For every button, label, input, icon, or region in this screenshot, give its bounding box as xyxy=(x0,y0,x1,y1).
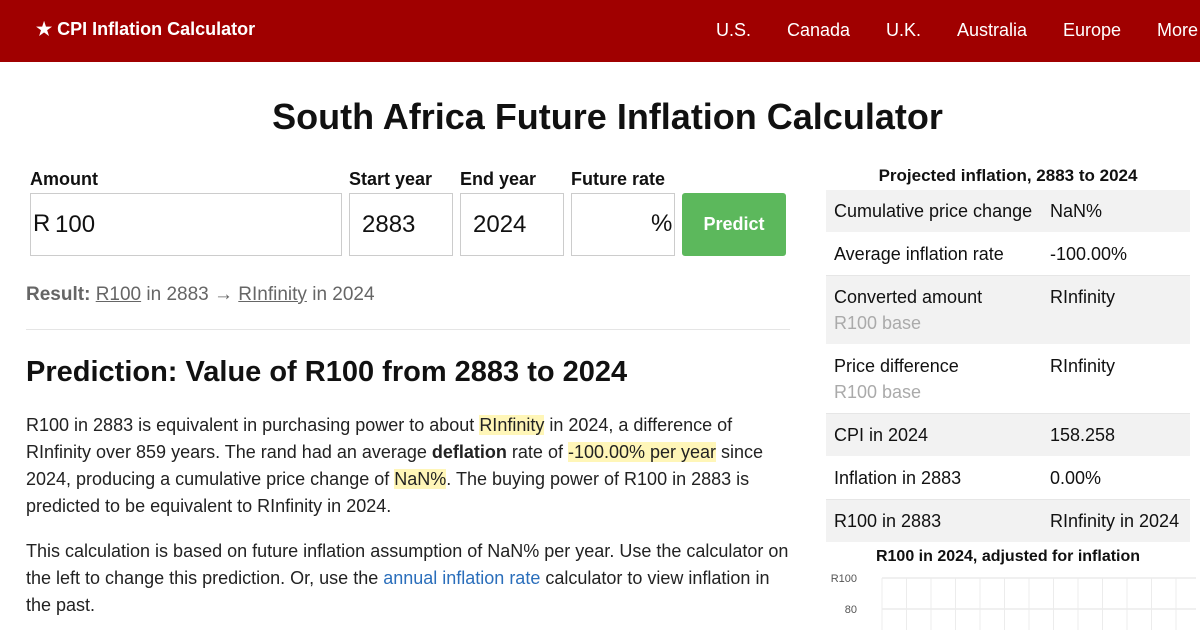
top-navigation-bar: ★ CPI Inflation Calculator U.S. Canada U… xyxy=(0,0,1200,62)
p1-text-d: since 2024, producing a cumulative price… xyxy=(26,442,764,489)
p1-text-a: R100 in 2883 is equivalent in purchasing… xyxy=(26,415,480,435)
row-key-label: Cumulative price change xyxy=(834,201,1033,221)
row-key: CPI in 2024 xyxy=(826,414,1042,457)
inflation-chart: R100 80 xyxy=(831,573,1196,630)
nav-link-uk[interactable]: U.K. xyxy=(886,20,922,40)
brand-logo-link[interactable]: ★ CPI Inflation Calculator xyxy=(36,19,256,39)
currency-symbol: R xyxy=(33,210,51,237)
row-key: Cumulative price change xyxy=(826,190,1042,233)
row-key-label: Average inflation rate xyxy=(834,244,1004,264)
end-year-input[interactable] xyxy=(460,193,564,256)
table-row: Average inflation rate -100.00% xyxy=(826,232,1190,276)
table-row: Cumulative price change NaN% xyxy=(826,189,1190,233)
percent-symbol: % xyxy=(651,210,673,237)
nav-link-europe[interactable]: Europe xyxy=(1063,20,1122,40)
chart-y-tick-label: 80 xyxy=(845,604,857,616)
start-year-input[interactable] xyxy=(349,193,453,256)
row-value: RInfinity xyxy=(1050,356,1116,376)
chart-title: R100 in 2024, adjusted for inflation xyxy=(875,548,1141,565)
row-value: NaN% xyxy=(1050,201,1103,221)
row-sub-label: R100 base xyxy=(834,313,922,333)
divider xyxy=(26,329,790,330)
row-key: Converted amount R100 base xyxy=(826,276,1042,345)
table-row: Inflation in 2883 0.00% xyxy=(826,456,1190,500)
result-from-year: in 2883 → xyxy=(146,284,234,305)
start-year-label: Start year xyxy=(349,169,433,189)
row-key-label: Price difference xyxy=(834,356,959,376)
row-key-label: R100 in 2883 xyxy=(834,511,942,531)
result-to-year: in 2024 xyxy=(312,284,375,305)
p1-text-e: . The buying power of R100 in 2883 is pr… xyxy=(26,469,750,516)
p1-text-b: in 2024, a difference of RInfinity over … xyxy=(26,415,733,462)
p1-bold-deflation: deflation xyxy=(431,442,507,462)
p1-highlight-change: NaN% xyxy=(394,469,447,489)
page-title: South Africa Future Inflation Calculator xyxy=(272,96,943,137)
annual-inflation-rate-link[interactable]: annual inflation rate xyxy=(383,568,541,588)
p2-text-b: calculator to view inflation in the past… xyxy=(26,568,770,615)
row-key: Inflation in 2883 xyxy=(826,457,1042,500)
p1-highlight-rate: -100.00% per year xyxy=(567,442,717,462)
amount-label: Amount xyxy=(30,169,98,189)
row-key: Average inflation rate xyxy=(826,233,1042,276)
result-to-amount: RInfinity xyxy=(238,284,307,305)
nav-link-canada[interactable]: Canada xyxy=(787,20,851,40)
nav-link-australia[interactable]: Australia xyxy=(957,20,1028,40)
future-rate-input[interactable] xyxy=(574,196,644,253)
amount-input[interactable] xyxy=(55,196,335,253)
prediction-paragraph: R100 in 2883 is equivalent in purchasing… xyxy=(26,412,796,520)
row-sub-label: R100 base xyxy=(834,382,922,402)
row-value: RInfinity xyxy=(1050,287,1116,307)
row-value: -100.00% xyxy=(1050,244,1128,264)
nav-link-us[interactable]: U.S. xyxy=(716,20,752,40)
p1-highlight-amount: RInfinity xyxy=(479,415,545,435)
table-row: CPI in 2024 158.258 xyxy=(826,413,1190,457)
p2-text-a: This calculation is based on future infl… xyxy=(26,541,789,588)
row-key: Price difference R100 base xyxy=(826,345,1042,414)
row-value: RInfinity in 2024 xyxy=(1050,511,1180,531)
table-row: Price difference R100 base RInfinity xyxy=(826,344,1190,414)
result-line: Result: R100 in 2883 → RInfinity in 2024 xyxy=(26,284,375,306)
p1-text-c: rate of xyxy=(506,442,568,462)
result-from-amount: R100 xyxy=(95,284,142,305)
chart-y-tick-label: R100 xyxy=(831,573,857,585)
nav-link-more[interactable]: More xyxy=(1157,20,1199,40)
row-value: 158.258 xyxy=(1050,425,1116,445)
table-row: R100 in 2883 RInfinity in 2024 xyxy=(826,499,1190,543)
assumption-paragraph: This calculation is based on future infl… xyxy=(26,538,796,619)
future-rate-label: Future rate xyxy=(571,169,666,189)
sidebar-title: Projected inflation, 2883 to 2024 xyxy=(878,166,1138,185)
row-key: R100 in 2883 xyxy=(826,500,1042,543)
row-key-label: Inflation in 2883 xyxy=(834,468,962,488)
row-key-label: CPI in 2024 xyxy=(834,425,929,445)
prediction-heading: Prediction: Value of R100 from 2883 to 2… xyxy=(26,356,628,388)
predict-button[interactable]: Predict xyxy=(682,193,786,256)
table-row: Converted amount R100 base RInfinity xyxy=(826,275,1190,345)
row-key-label: Converted amount xyxy=(834,287,983,307)
end-year-label: End year xyxy=(460,169,537,189)
projection-table: Cumulative price change NaN% Average inf… xyxy=(826,189,1190,543)
row-value: 0.00% xyxy=(1050,468,1102,488)
result-label: Result: xyxy=(26,284,91,305)
